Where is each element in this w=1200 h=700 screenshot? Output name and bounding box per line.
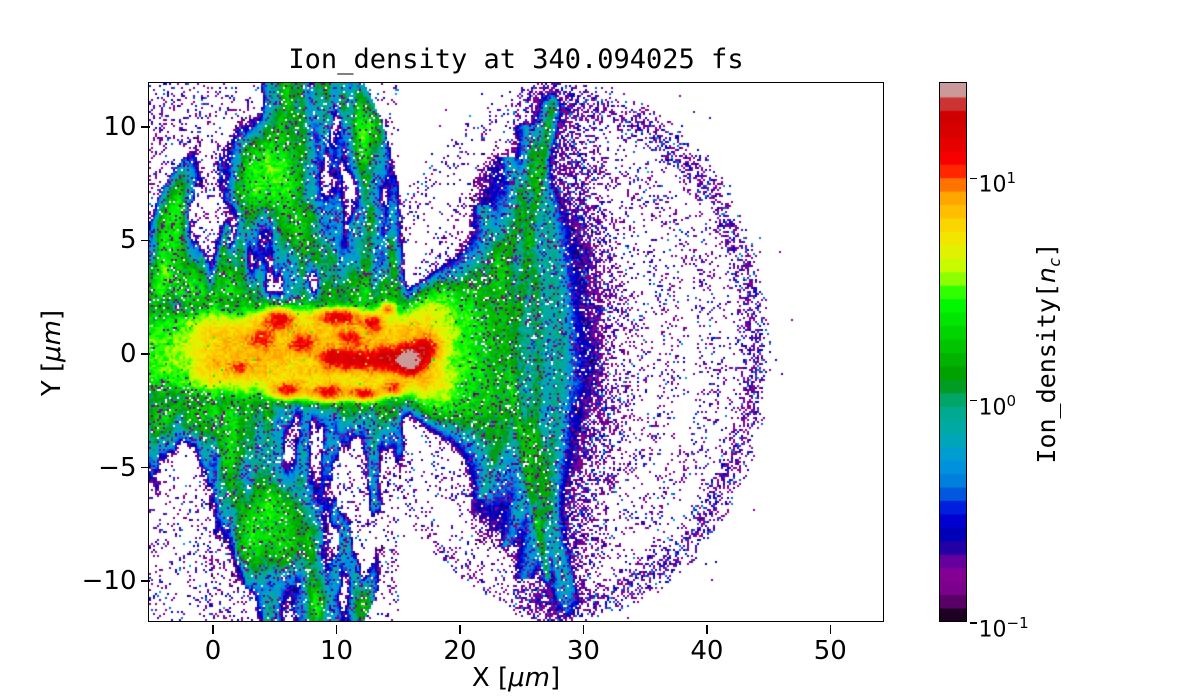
colorbar-label-suffix: ] bbox=[1032, 242, 1061, 258]
x-tick-label: 30 bbox=[566, 635, 600, 666]
x-axis-label: X [μm] bbox=[472, 663, 560, 693]
y-tick-label: −10 bbox=[81, 566, 137, 596]
y-tick-mark bbox=[140, 466, 150, 469]
colorbar-label-var: n bbox=[1032, 267, 1061, 283]
y-tick-label: −5 bbox=[98, 452, 137, 483]
x-axis-label-unit: μm bbox=[508, 663, 550, 693]
x-tick-label: 40 bbox=[690, 635, 724, 666]
x-axis-label-suffix: ] bbox=[549, 663, 561, 693]
colorbar-tick-mark bbox=[969, 400, 977, 402]
colorbar-tick-mark bbox=[969, 177, 977, 179]
x-tick-mark bbox=[582, 624, 585, 634]
x-tick-label: 10 bbox=[319, 635, 354, 666]
colorbar bbox=[939, 82, 967, 622]
x-tick-mark bbox=[212, 624, 214, 634]
colorbar-tick-mark bbox=[969, 622, 977, 624]
x-tick-mark bbox=[459, 624, 461, 634]
x-tick-mark bbox=[829, 624, 832, 634]
y-tick-label: 5 bbox=[119, 225, 137, 256]
colorbar-tick-label: 10−1 bbox=[978, 614, 1029, 643]
density-heatmap bbox=[149, 83, 883, 621]
y-tick-mark bbox=[140, 353, 150, 355]
colorbar-tick-label: 100 bbox=[978, 391, 1017, 420]
plot-title: Ion_density at 340.094025 fs bbox=[288, 44, 744, 75]
y-tick-label: 0 bbox=[119, 339, 137, 369]
x-tick-mark bbox=[706, 624, 708, 634]
x-tick-label: 0 bbox=[204, 635, 222, 666]
x-tick-label: 20 bbox=[443, 635, 477, 666]
colorbar-gradient bbox=[940, 83, 966, 621]
x-tick-mark bbox=[335, 624, 338, 634]
colorbar-label-sub: c bbox=[1045, 257, 1064, 268]
x-tick-label: 50 bbox=[813, 635, 847, 666]
colorbar-label: Ion_density[nc] bbox=[1032, 242, 1064, 463]
plot-area bbox=[148, 82, 884, 622]
y-tick-label: 10 bbox=[103, 111, 137, 142]
colorbar-label-prefix: Ion_density[ bbox=[1032, 282, 1061, 464]
y-tick-mark bbox=[140, 239, 150, 242]
y-tick-mark bbox=[140, 126, 150, 128]
y-axis-label-suffix: ] bbox=[37, 309, 67, 320]
colorbar-tick-label: 101 bbox=[978, 169, 1017, 198]
y-tick-mark bbox=[140, 580, 150, 582]
x-axis-label-prefix: X [ bbox=[471, 663, 509, 693]
